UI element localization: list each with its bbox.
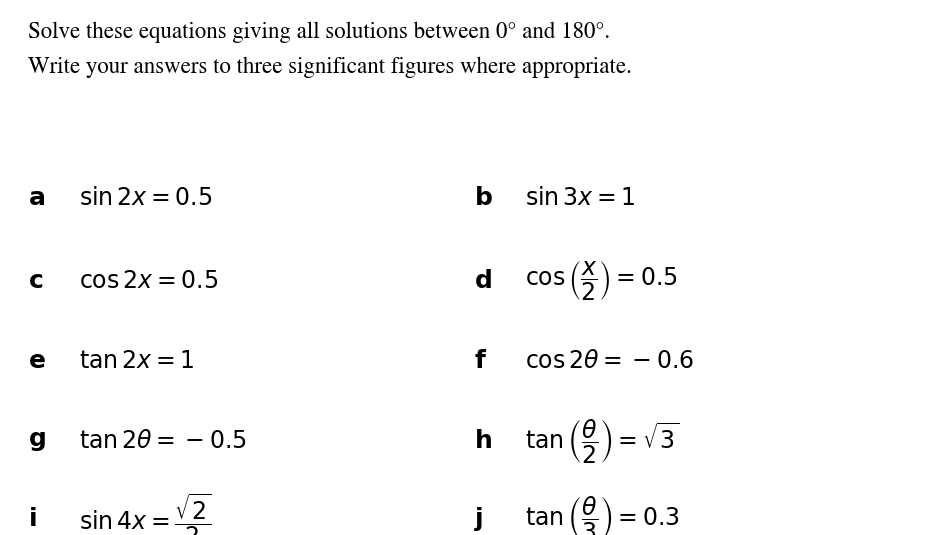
Text: $\mathbf{d}$: $\mathbf{d}$ (474, 269, 492, 293)
Text: $\cos 2x = 0.5$: $\cos 2x = 0.5$ (79, 269, 219, 293)
Text: $\mathbf{g}$: $\mathbf{g}$ (28, 430, 46, 453)
Text: $\mathbf{i}$: $\mathbf{i}$ (28, 507, 36, 531)
Text: $\sin 4x = \dfrac{\sqrt{2}}{2}$: $\sin 4x = \dfrac{\sqrt{2}}{2}$ (79, 491, 211, 535)
Text: $\tan 2\theta = -0.5$: $\tan 2\theta = -0.5$ (79, 430, 246, 453)
Text: $\mathbf{j}$: $\mathbf{j}$ (474, 505, 484, 533)
Text: $\cos 2\theta = -0.6$: $\cos 2\theta = -0.6$ (525, 349, 695, 373)
Text: $\tan \left(\dfrac{\theta}{2}\right) = \sqrt{3}$: $\tan \left(\dfrac{\theta}{2}\right) = \… (525, 417, 680, 465)
Text: $\mathbf{e}$: $\mathbf{e}$ (28, 349, 46, 373)
Text: $\mathbf{c}$: $\mathbf{c}$ (28, 269, 43, 293)
Text: Write your answers to three significant figures where appropriate.: Write your answers to three significant … (28, 56, 631, 78)
Text: $\mathbf{h}$: $\mathbf{h}$ (474, 430, 492, 453)
Text: $\tan \left(\dfrac{\theta}{3}\right) = 0.3$: $\tan \left(\dfrac{\theta}{3}\right) = 0… (525, 495, 681, 535)
Text: $\tan 2x = 1$: $\tan 2x = 1$ (79, 349, 194, 373)
Text: $\cos \left(\dfrac{x}{2}\right) = 0.5$: $\cos \left(\dfrac{x}{2}\right) = 0.5$ (525, 259, 678, 303)
Text: $\sin 3x = 1$: $\sin 3x = 1$ (525, 186, 636, 210)
Text: Solve these equations giving all solutions between 0° and 180°.: Solve these equations giving all solutio… (28, 21, 610, 43)
Text: $\mathbf{b}$: $\mathbf{b}$ (474, 186, 493, 210)
Text: $\sin 2x = 0.5$: $\sin 2x = 0.5$ (79, 186, 212, 210)
Text: $\mathbf{f}$: $\mathbf{f}$ (474, 349, 487, 373)
Text: $\mathbf{a}$: $\mathbf{a}$ (28, 186, 45, 210)
